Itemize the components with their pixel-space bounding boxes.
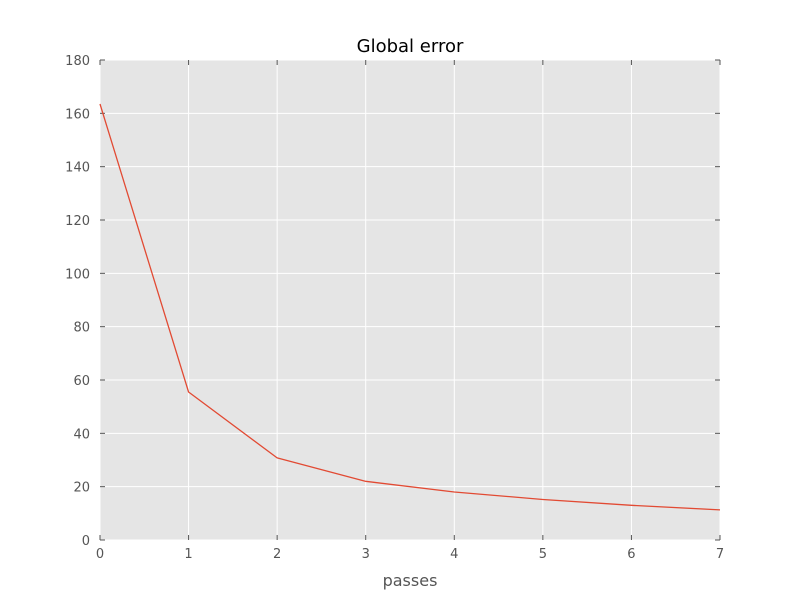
plot-area: [100, 60, 720, 540]
y-tick-label: 100: [65, 267, 90, 282]
y-tick-label: 20: [73, 481, 90, 496]
chart-title: Global error: [357, 36, 464, 57]
y-tick-label: 0: [82, 534, 90, 549]
x-tick-label: 5: [539, 547, 547, 562]
x-tick-label: 7: [716, 547, 724, 562]
x-tick-label: 0: [96, 547, 104, 562]
y-tick-label: 80: [73, 321, 90, 336]
x-axis-label: passes: [383, 571, 438, 590]
y-tick-label: 40: [73, 427, 90, 442]
x-tick-label: 1: [184, 547, 192, 562]
series-layer: [99, 103, 721, 511]
x-tick-label: 6: [627, 547, 635, 562]
y-tick-label: 120: [65, 214, 90, 229]
y-tick-label: 60: [73, 374, 90, 389]
grid-lines: [99, 59, 721, 541]
y-tick-label: 160: [65, 107, 90, 122]
x-tick-label: 3: [362, 547, 370, 562]
series-line: [99, 103, 721, 511]
y-tick-label: 180: [65, 54, 90, 69]
x-tick-label: 2: [273, 547, 281, 562]
y-tick-label: 140: [65, 161, 90, 176]
axis-ticks: 0 1 2 3 4 5 6 7 0 20 40 60 80 100 120 140 160 180: [65, 54, 724, 562]
x-tick-label: 4: [450, 547, 458, 562]
